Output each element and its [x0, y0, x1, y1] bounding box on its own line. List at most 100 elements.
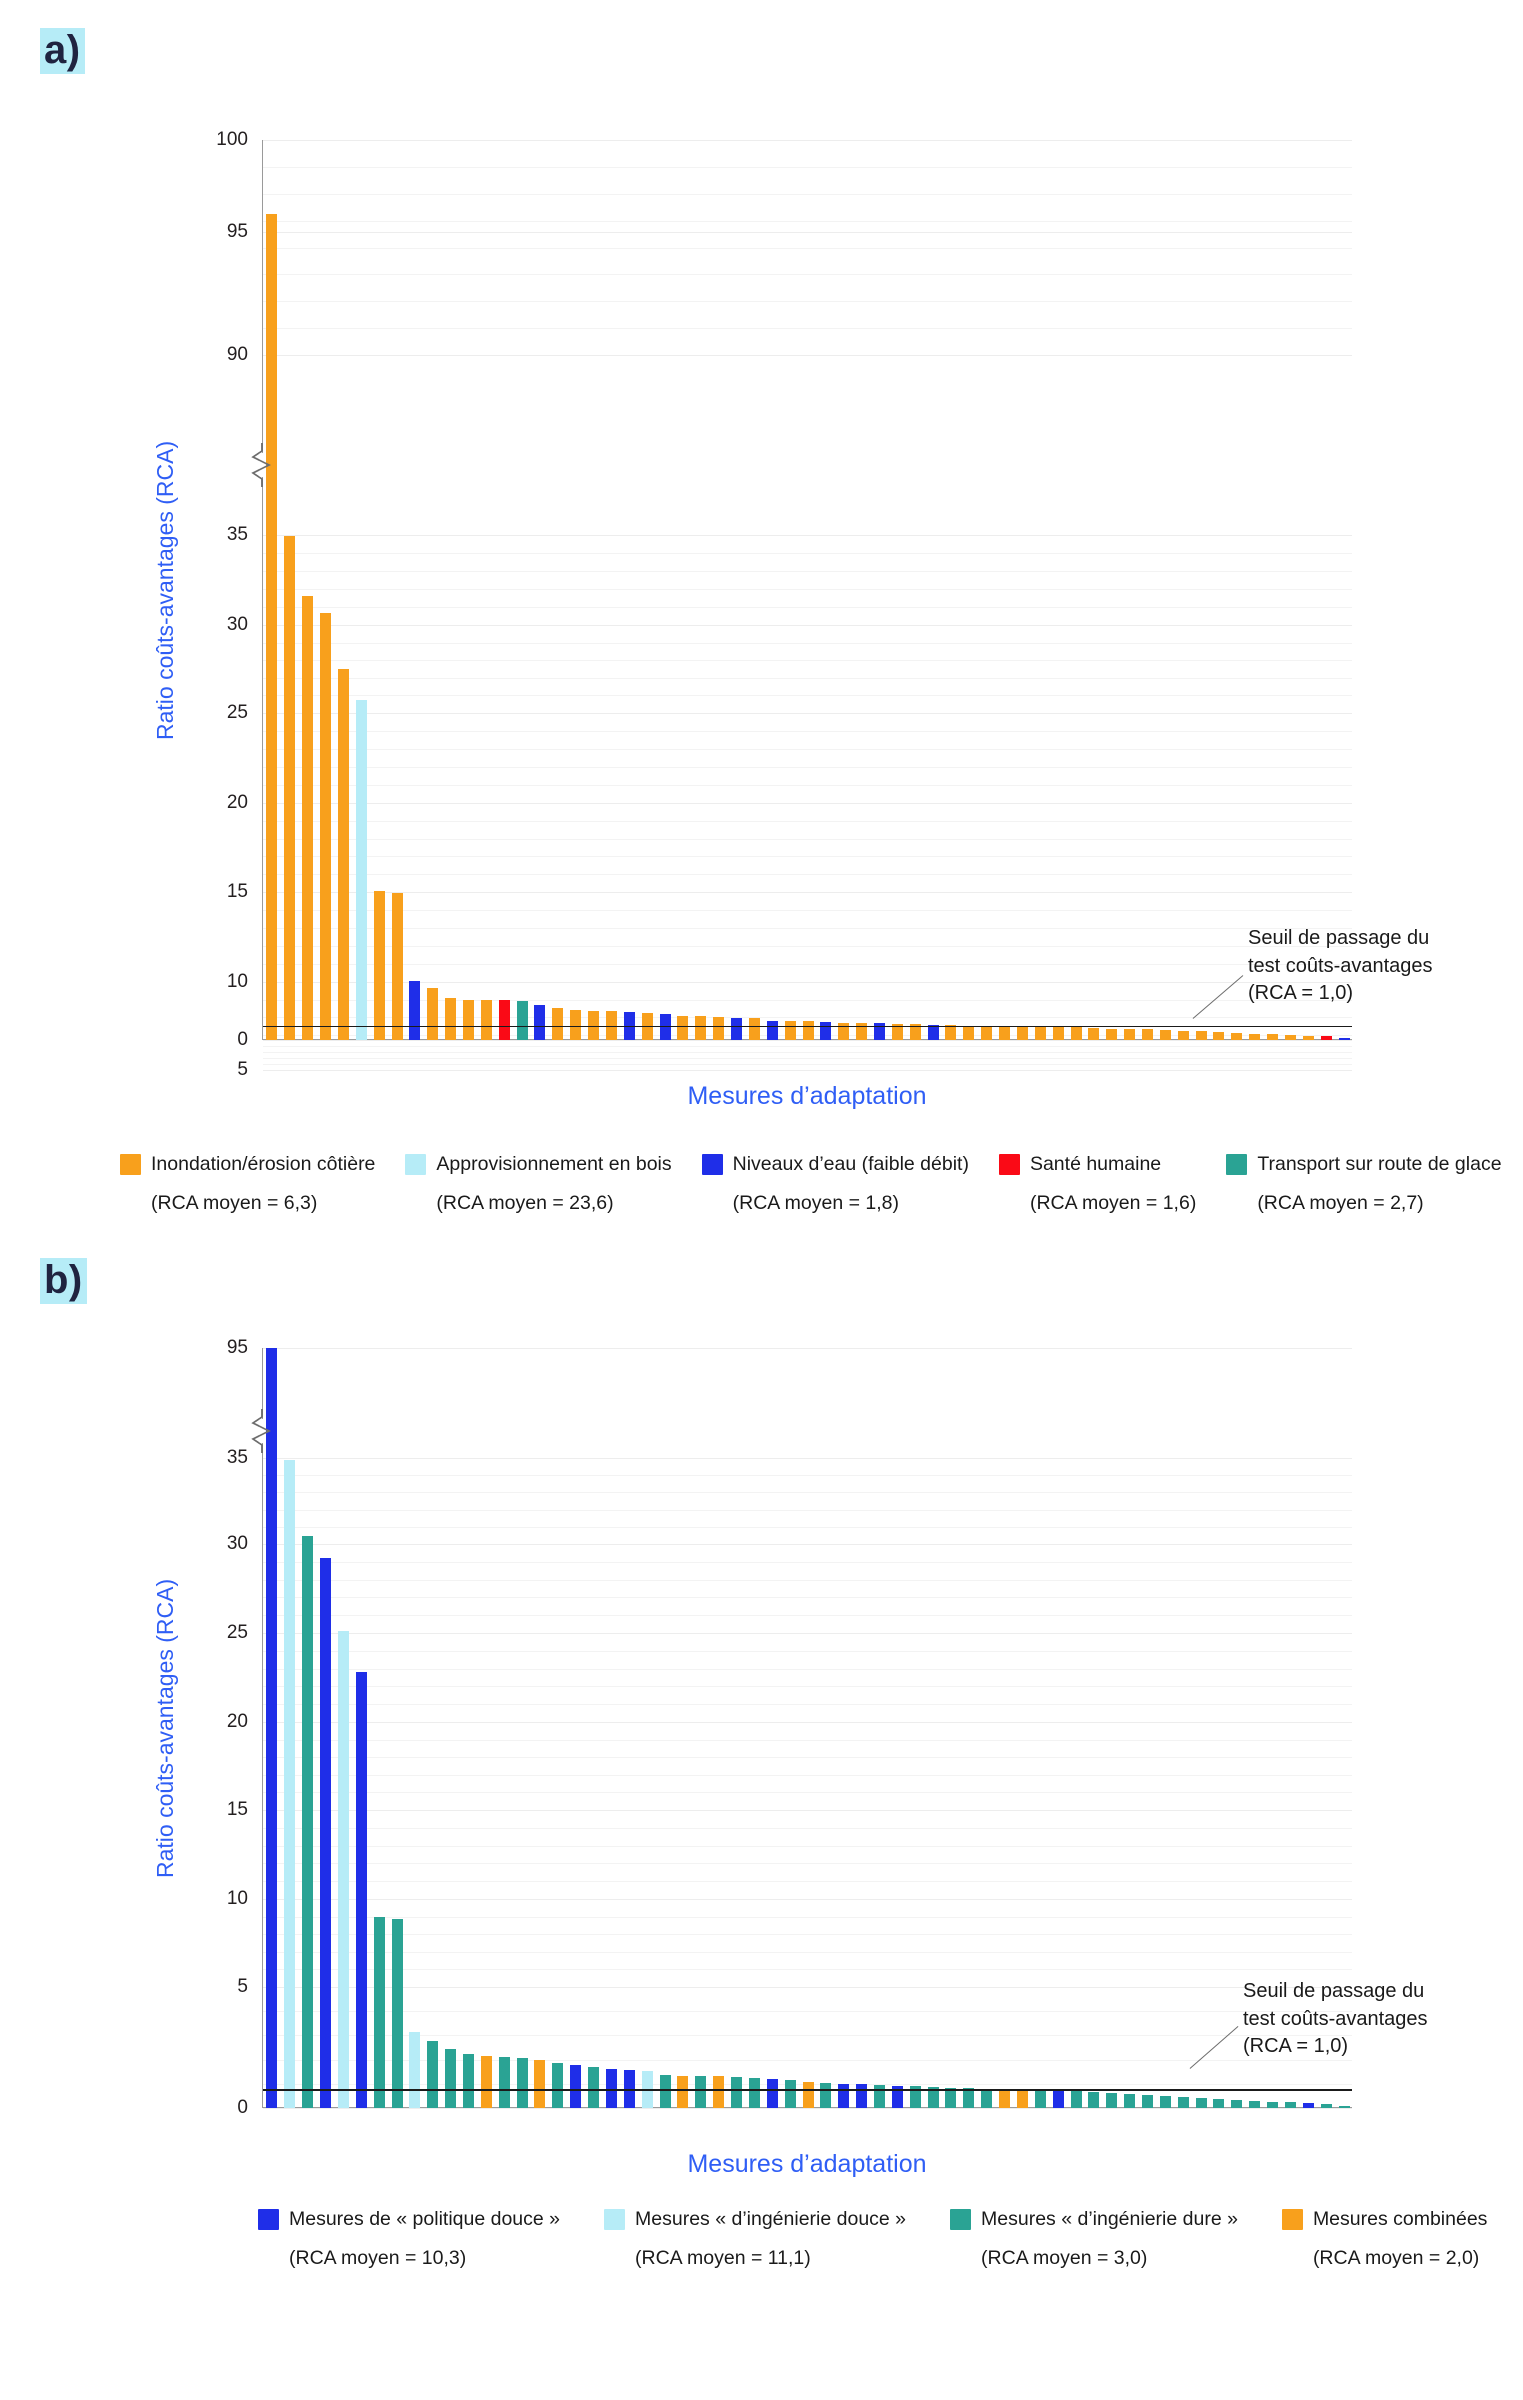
gridline: [263, 892, 1352, 893]
legend-label: Santé humaine: [1029, 1153, 1162, 1175]
y-axis-tick-label: 25: [226, 1622, 248, 1643]
legend-item[interactable]: Mesures combinées (RCA moyen = 2,0): [1281, 2208, 1487, 2270]
bar: [659, 2074, 671, 2108]
bar: [891, 1024, 903, 1040]
bar: [427, 2041, 439, 2108]
legend-sublabel: (RCA moyen = 11,1): [635, 2247, 811, 2269]
bar: [1302, 1035, 1314, 1040]
y-axis-tick-label: 5: [237, 1976, 248, 1997]
gridline: [263, 1040, 1352, 1041]
threshold-annotation: Seuil de passage du test coûts-avantages (…: [1248, 925, 1433, 1008]
bar: [1267, 1034, 1279, 1040]
bar: [1070, 1027, 1082, 1040]
gridline: [263, 1934, 1352, 1936]
bar: [784, 1021, 796, 1040]
bar: [1124, 1028, 1136, 1040]
gridline: [263, 1070, 1352, 1071]
gridline: [263, 1650, 1352, 1652]
bar: [1195, 1031, 1207, 1040]
bar: [1052, 2090, 1064, 2108]
bar: [695, 1016, 707, 1040]
gridline: [263, 1561, 1352, 1563]
gridline: [263, 749, 1352, 750]
bar: [1320, 2104, 1332, 2108]
bar: [355, 1671, 367, 2108]
y-axis-tick-label: 20: [226, 1711, 248, 1732]
bar: [534, 1005, 546, 1040]
bar: [731, 2077, 743, 2108]
bar: [945, 2087, 957, 2108]
y-axis-tick-label: 35: [226, 524, 248, 545]
y-axis-tick-label: 100: [216, 129, 248, 150]
y-axis-tick-label: 0: [237, 1029, 248, 1050]
legend-item[interactable]: Santé humaine (RCA moyen = 1,6): [998, 1153, 1196, 1215]
bar: [873, 1023, 885, 1040]
bar: [480, 999, 492, 1040]
bar: [1142, 1029, 1154, 1040]
legend-item[interactable]: Transport sur route de glace (RCA moyen =…: [1226, 1153, 1502, 1215]
bar: [302, 595, 314, 1040]
gridline: [263, 1774, 1352, 1776]
bar: [445, 998, 457, 1040]
gridline: [263, 1509, 1352, 1511]
threshold-line: [263, 2089, 1352, 2091]
bar: [981, 1025, 993, 1040]
bar: [802, 2082, 814, 2108]
gridline: [263, 677, 1352, 679]
bar: [391, 1918, 403, 2108]
legend-item[interactable]: Niveaux d’eau (faible débit) (RCA moyen =…: [701, 1153, 969, 1215]
legend-item[interactable]: Approvisionnement en bois (RCA moyen = 23…: [405, 1153, 672, 1215]
annotation-line: (RCA = 1,0): [1248, 982, 1354, 1005]
gridline: [263, 166, 1352, 168]
x-axis-title: Mesures d’adaptation: [687, 2150, 927, 2178]
bar: [498, 1000, 510, 1040]
bar: [1249, 1033, 1261, 1040]
legend-item[interactable]: Inondation/érosion côtière (RCA moyen = 6…: [120, 1153, 375, 1215]
bar: [731, 1017, 743, 1040]
y-axis-tick-label: 10: [226, 971, 248, 992]
legend-item[interactable]: Mesures « d’ingénierie dure » (RCA moyen …: [950, 2208, 1238, 2270]
bar: [945, 1024, 957, 1040]
bar: [284, 1459, 296, 2108]
bar: [409, 980, 421, 1040]
panel-label-a: a): [40, 28, 85, 74]
bar: [695, 2075, 707, 2108]
bar: [1052, 1027, 1064, 1040]
legend-label: Transport sur route de glace: [1257, 1153, 1502, 1175]
bar: [963, 1025, 975, 1040]
legend-swatch-icon: [120, 1154, 141, 1175]
bar: [1213, 2098, 1225, 2108]
gridline: [263, 553, 1352, 554]
threshold-annotation: Seuil de passage du test coûts-avantages (…: [1243, 1978, 1428, 2061]
bar: [820, 2082, 832, 2108]
bar: [463, 999, 475, 1040]
bar: [856, 2083, 868, 2108]
gridline: [263, 1987, 1352, 1988]
gridline: [263, 1458, 1352, 1459]
gridline: [263, 964, 1352, 965]
gridline: [263, 1916, 1352, 1918]
legend-swatch-icon: [998, 1154, 1020, 1175]
bar: [1088, 2092, 1100, 2108]
gridline: [263, 1064, 1352, 1065]
bar: [891, 2085, 903, 2108]
y-axis-tick-label: 5: [237, 1059, 248, 1080]
annotation-line: Seuil de passage du: [1243, 1980, 1425, 2002]
legend-item[interactable]: Mesures « d’ingénierie douce » (RCA moyen…: [604, 2208, 906, 2270]
annotation-line: Seuil de passage du: [1248, 927, 1430, 949]
panel-label-b-text: b): [40, 1258, 87, 1304]
bar: [1213, 1032, 1225, 1040]
y-axis-tick-label: 95: [226, 221, 248, 242]
bar: [552, 1008, 564, 1040]
bar: [1016, 2089, 1028, 2108]
gridline: [263, 220, 1352, 222]
gridline: [263, 1046, 1352, 1047]
bar: [820, 1022, 832, 1040]
gridline: [263, 999, 1352, 1001]
bar: [534, 2059, 546, 2108]
legend-item[interactable]: Mesures de « politique douce » (RCA moyen…: [258, 2208, 560, 2270]
legend-swatch-icon: [258, 2209, 279, 2230]
x-axis-title: Mesures d’adaptation: [687, 1082, 927, 1110]
bar: [320, 1558, 332, 2108]
gridline: [263, 1526, 1352, 1528]
